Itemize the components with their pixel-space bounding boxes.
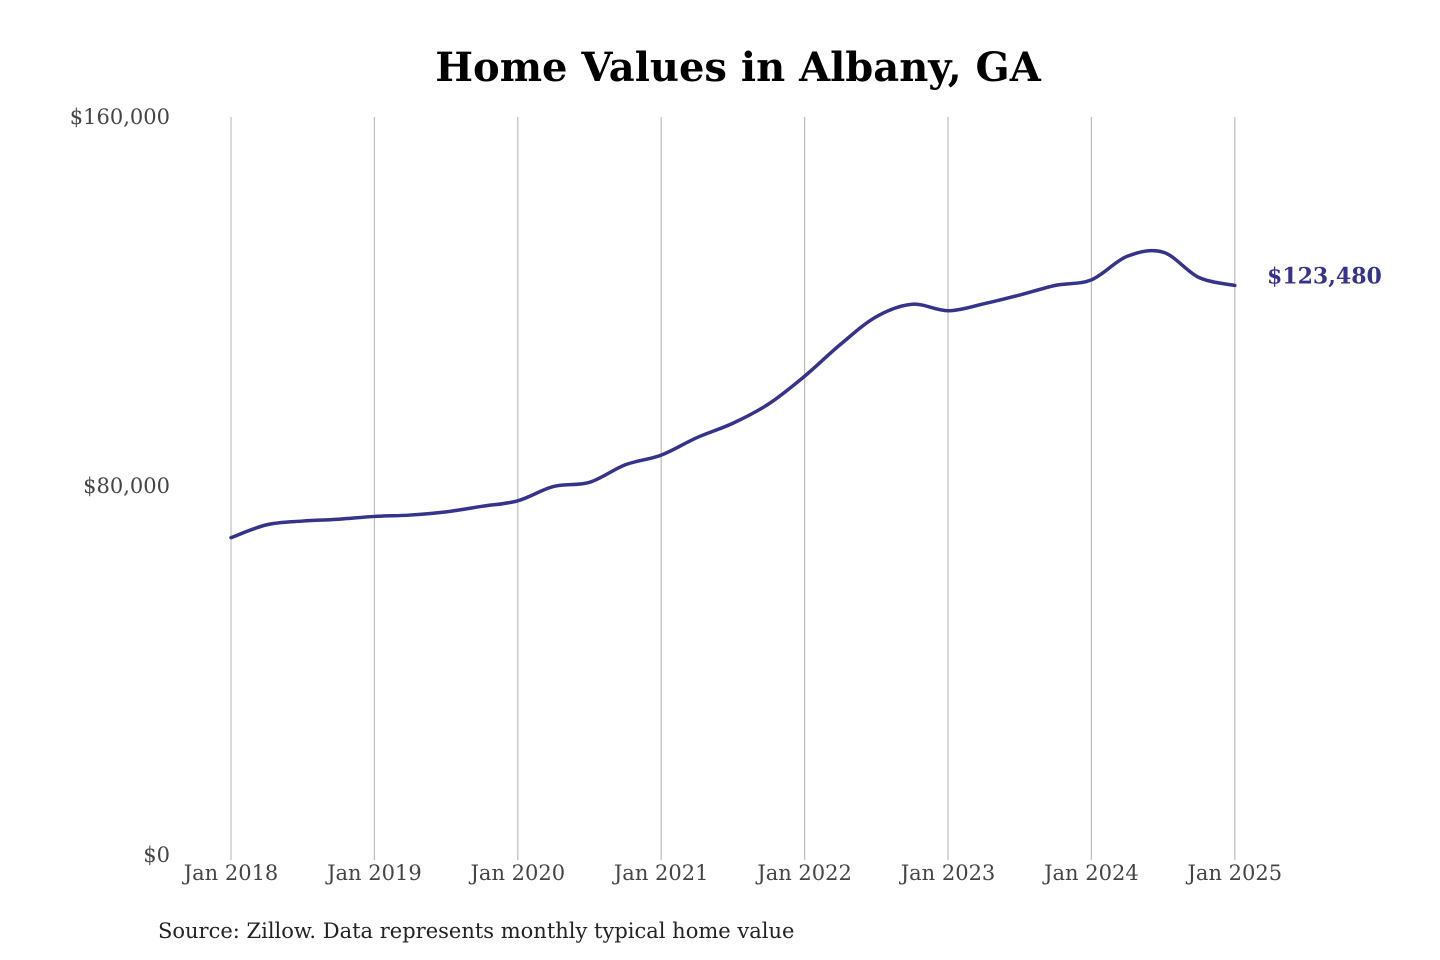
x-tick-label: Jan 2018 bbox=[182, 861, 279, 885]
x-tick-label: Jan 2021 bbox=[612, 861, 709, 885]
x-tick-label: Jan 2020 bbox=[469, 861, 566, 885]
x-axis: Jan 2018 Jan 2019 Jan 2020 Jan 2021 Jan 2022… bbox=[182, 861, 1282, 885]
x-tick-label: Jan 2025 bbox=[1186, 861, 1283, 885]
latest-value-label: $123,480 bbox=[1267, 263, 1382, 289]
y-tick-label: $80,000 bbox=[83, 474, 170, 498]
y-tick-label: $160,000 bbox=[70, 105, 170, 129]
x-tick-label: Jan 2023 bbox=[899, 861, 996, 885]
x-tick-label: Jan 2024 bbox=[1042, 861, 1139, 885]
source-note: Source: Zillow. Data represents monthly … bbox=[158, 919, 794, 943]
gridlines bbox=[230, 117, 1236, 860]
x-tick-label: Jan 2019 bbox=[325, 861, 422, 885]
y-tick-label: $0 bbox=[143, 843, 170, 867]
chart-title: Home Values in Albany, GA bbox=[435, 44, 1041, 91]
y-axis: $0 $80,000 $160,000 bbox=[70, 105, 170, 867]
home-value-line bbox=[229, 248, 1237, 540]
x-tick-label: Jan 2022 bbox=[755, 861, 852, 885]
